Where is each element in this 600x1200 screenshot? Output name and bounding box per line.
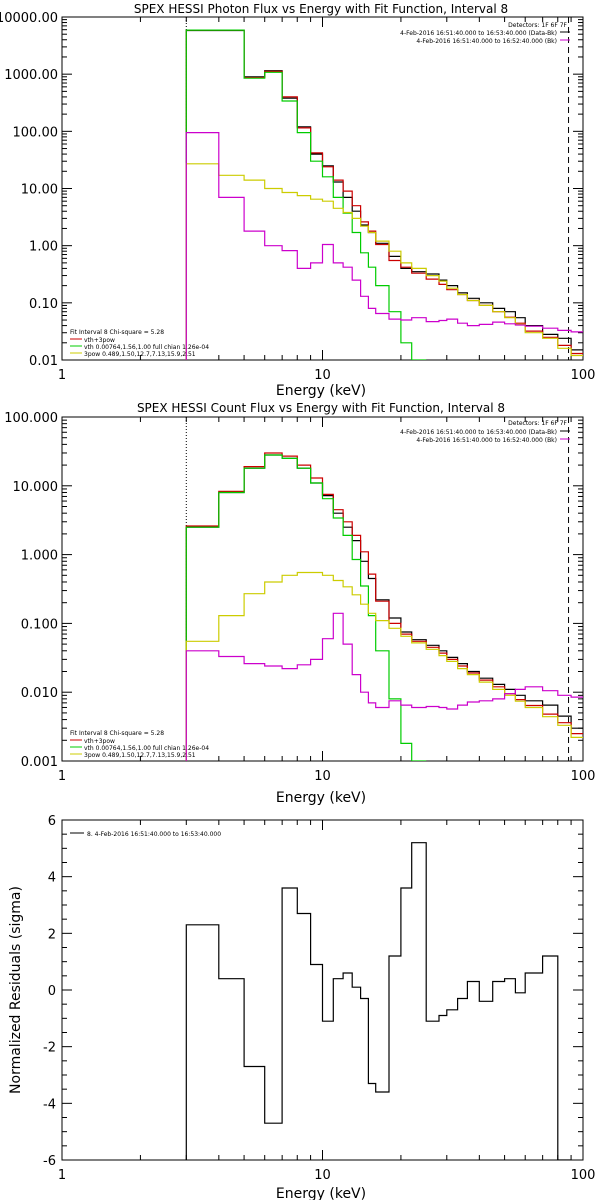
- y-tick-label: -6: [43, 1154, 56, 1169]
- series-line-8-: [185, 842, 572, 1160]
- y-tick-label: 4: [48, 871, 56, 886]
- residuals-panel: Energy (keV) Normalized Residuals (sigma…: [8, 814, 595, 1200]
- count-flux-fit-entry-3: 3pow 0.489,1.50,12.7,7.13,15.9,2.51: [84, 752, 196, 759]
- photon-flux-detectors: Detectors: 1F 6F 7F: [508, 22, 567, 29]
- x-tick-label: 1: [58, 769, 66, 784]
- x-tick-label: 10: [314, 368, 331, 383]
- y-tick-label: 10.00: [21, 183, 58, 198]
- count-flux-fit-header: Fit Interval 8 Chi-square = 5.28: [70, 730, 164, 737]
- x-tick-label: 1: [58, 1168, 66, 1183]
- y-tick-label: 10.000: [13, 480, 59, 495]
- count-flux-time-label-data: 4-Feb-2016 16:51:40.000 to 16:53:40.000 …: [400, 429, 557, 436]
- series-line-bk: [185, 132, 583, 360]
- y-tick-label: 10000.00: [0, 11, 58, 26]
- photon-flux-panel: SPEX HESSI Photon Flux vs Energy with Fi…: [0, 2, 595, 399]
- y-tick-label: 0.100: [21, 617, 58, 632]
- series-line-vth-3pow: [185, 29, 583, 360]
- photon-flux-time-label-data: 4-Feb-2016 16:51:40.000 to 16:53:40.000 …: [400, 30, 557, 37]
- y-tick-label: -2: [43, 1041, 56, 1056]
- series-line-bk: [185, 612, 583, 761]
- photon-flux-title: SPEX HESSI Photon Flux vs Energy with Fi…: [134, 2, 508, 16]
- count-flux-panel: SPEX HESSI Count Flux vs Energy with Fit…: [4, 401, 595, 806]
- photon-flux-fit-entry-3: 3pow 0.489,1.50,12.7,7.13,15.9,2.51: [84, 351, 196, 358]
- x-tick-label: 1: [58, 368, 66, 383]
- series-line-data-bk: [185, 29, 583, 360]
- y-tick-label: 0.10: [29, 297, 58, 312]
- x-tick-label: 100: [571, 1168, 596, 1183]
- series-line-data-bk: [185, 454, 583, 761]
- plot-frame: [61, 416, 584, 762]
- y-tick-label: 0.01: [29, 354, 58, 369]
- y-tick-label: 0.001: [21, 755, 58, 770]
- residuals-ylabel: Normalized Residuals (sigma): [8, 886, 24, 1094]
- count-flux-time-label-bk: 4-Feb-2016 16:51:40.000 to 16:52:40.000 …: [416, 437, 557, 444]
- series-line-3pow: [185, 163, 583, 360]
- y-tick-label: 0.010: [21, 686, 58, 701]
- series-line-vth-3pow: [185, 452, 583, 761]
- y-tick-label: 1000.00: [4, 68, 58, 83]
- residuals-legend: 8. 4-Feb-2016 16:51:40.000 to 16:53:40.0…: [87, 831, 221, 838]
- count-flux-fit-entry-1: vth+3pow: [84, 738, 115, 745]
- y-tick-label: 100.00: [13, 125, 59, 140]
- y-tick-label: 100.000: [4, 411, 58, 426]
- y-tick-label: -4: [43, 1097, 56, 1112]
- x-tick-label: 10: [314, 1168, 331, 1183]
- y-tick-label: 6: [48, 814, 56, 829]
- series-line-vth: [185, 454, 427, 761]
- residuals-xlabel: Energy (keV): [276, 1186, 366, 1200]
- y-tick-label: 2: [48, 927, 56, 942]
- x-tick-label: 100: [571, 769, 596, 784]
- count-flux-title: SPEX HESSI Count Flux vs Energy with Fit…: [137, 401, 505, 415]
- photon-flux-fit-header: Fit Interval 8 Chi-square = 5.28: [70, 329, 164, 336]
- y-tick-label: 1.000: [21, 549, 58, 564]
- photon-flux-xlabel: Energy (keV): [276, 383, 366, 399]
- photon-flux-fit-entry-2: vth 0.00764,1.56,1.00 full chian 1.26e-0…: [84, 344, 209, 351]
- photon-flux-time-label-bk: 4-Feb-2016 16:51:40.000 to 16:52:40.000 …: [416, 38, 557, 45]
- count-flux-detectors: Detectors: 1F 6F 7F: [508, 420, 567, 427]
- x-tick-label: 10: [314, 769, 331, 784]
- y-tick-label: 1.00: [29, 240, 58, 255]
- series-line-vth: [185, 29, 427, 360]
- y-tick-label: 0: [48, 984, 56, 999]
- x-tick-label: 100: [571, 368, 596, 383]
- photon-flux-fit-entry-1: vth+3pow: [84, 337, 115, 344]
- count-flux-xlabel: Energy (keV): [276, 790, 366, 806]
- series-line-3pow: [185, 571, 583, 761]
- count-flux-fit-entry-2: vth 0.00764,1.56,1.00 full chian 1.26e-0…: [84, 745, 209, 752]
